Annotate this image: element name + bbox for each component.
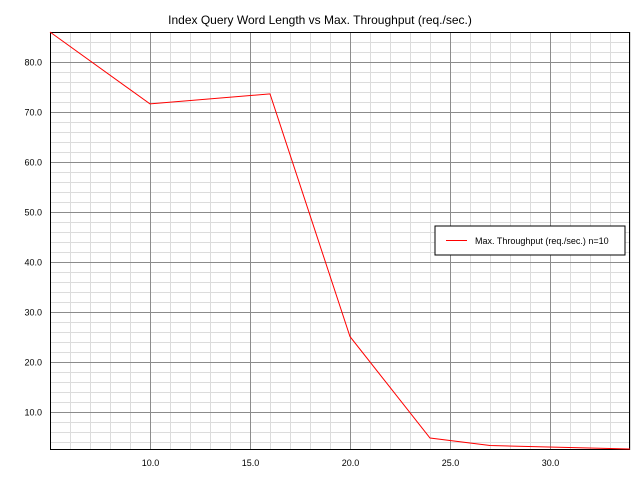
x-tick-label: 15.0 [242, 458, 260, 468]
x-tick-label: 25.0 [442, 458, 460, 468]
x-tick-label: 20.0 [342, 458, 360, 468]
legend-label: Max. Throughput (req./sec.) n=10 [475, 236, 609, 246]
y-tick-label: 20.0 [24, 358, 42, 368]
major-grid [50, 32, 630, 450]
plot-area [50, 32, 630, 450]
y-axis: 10.0 20.0 30.0 40.0 50.0 60.0 70.0 80.0 [24, 58, 42, 418]
y-tick-label: 80.0 [24, 58, 42, 68]
y-tick-label: 60.0 [24, 158, 42, 168]
series-line [49, 31, 631, 450]
x-tick-label: 10.0 [142, 458, 160, 468]
series-layer [49, 31, 631, 450]
y-tick-label: 40.0 [24, 258, 42, 268]
x-axis: 10.0 15.0 20.0 25.0 30.0 [142, 458, 560, 468]
legend: Max. Throughput (req./sec.) n=10 [434, 225, 626, 256]
y-tick-label: 30.0 [24, 308, 42, 318]
y-tick-label: 70.0 [24, 108, 42, 118]
x-tick-label: 30.0 [542, 458, 560, 468]
y-tick-label: 10.0 [24, 408, 42, 418]
y-tick-label: 50.0 [24, 208, 42, 218]
chart-title: Index Query Word Length vs Max. Throughp… [168, 13, 472, 27]
